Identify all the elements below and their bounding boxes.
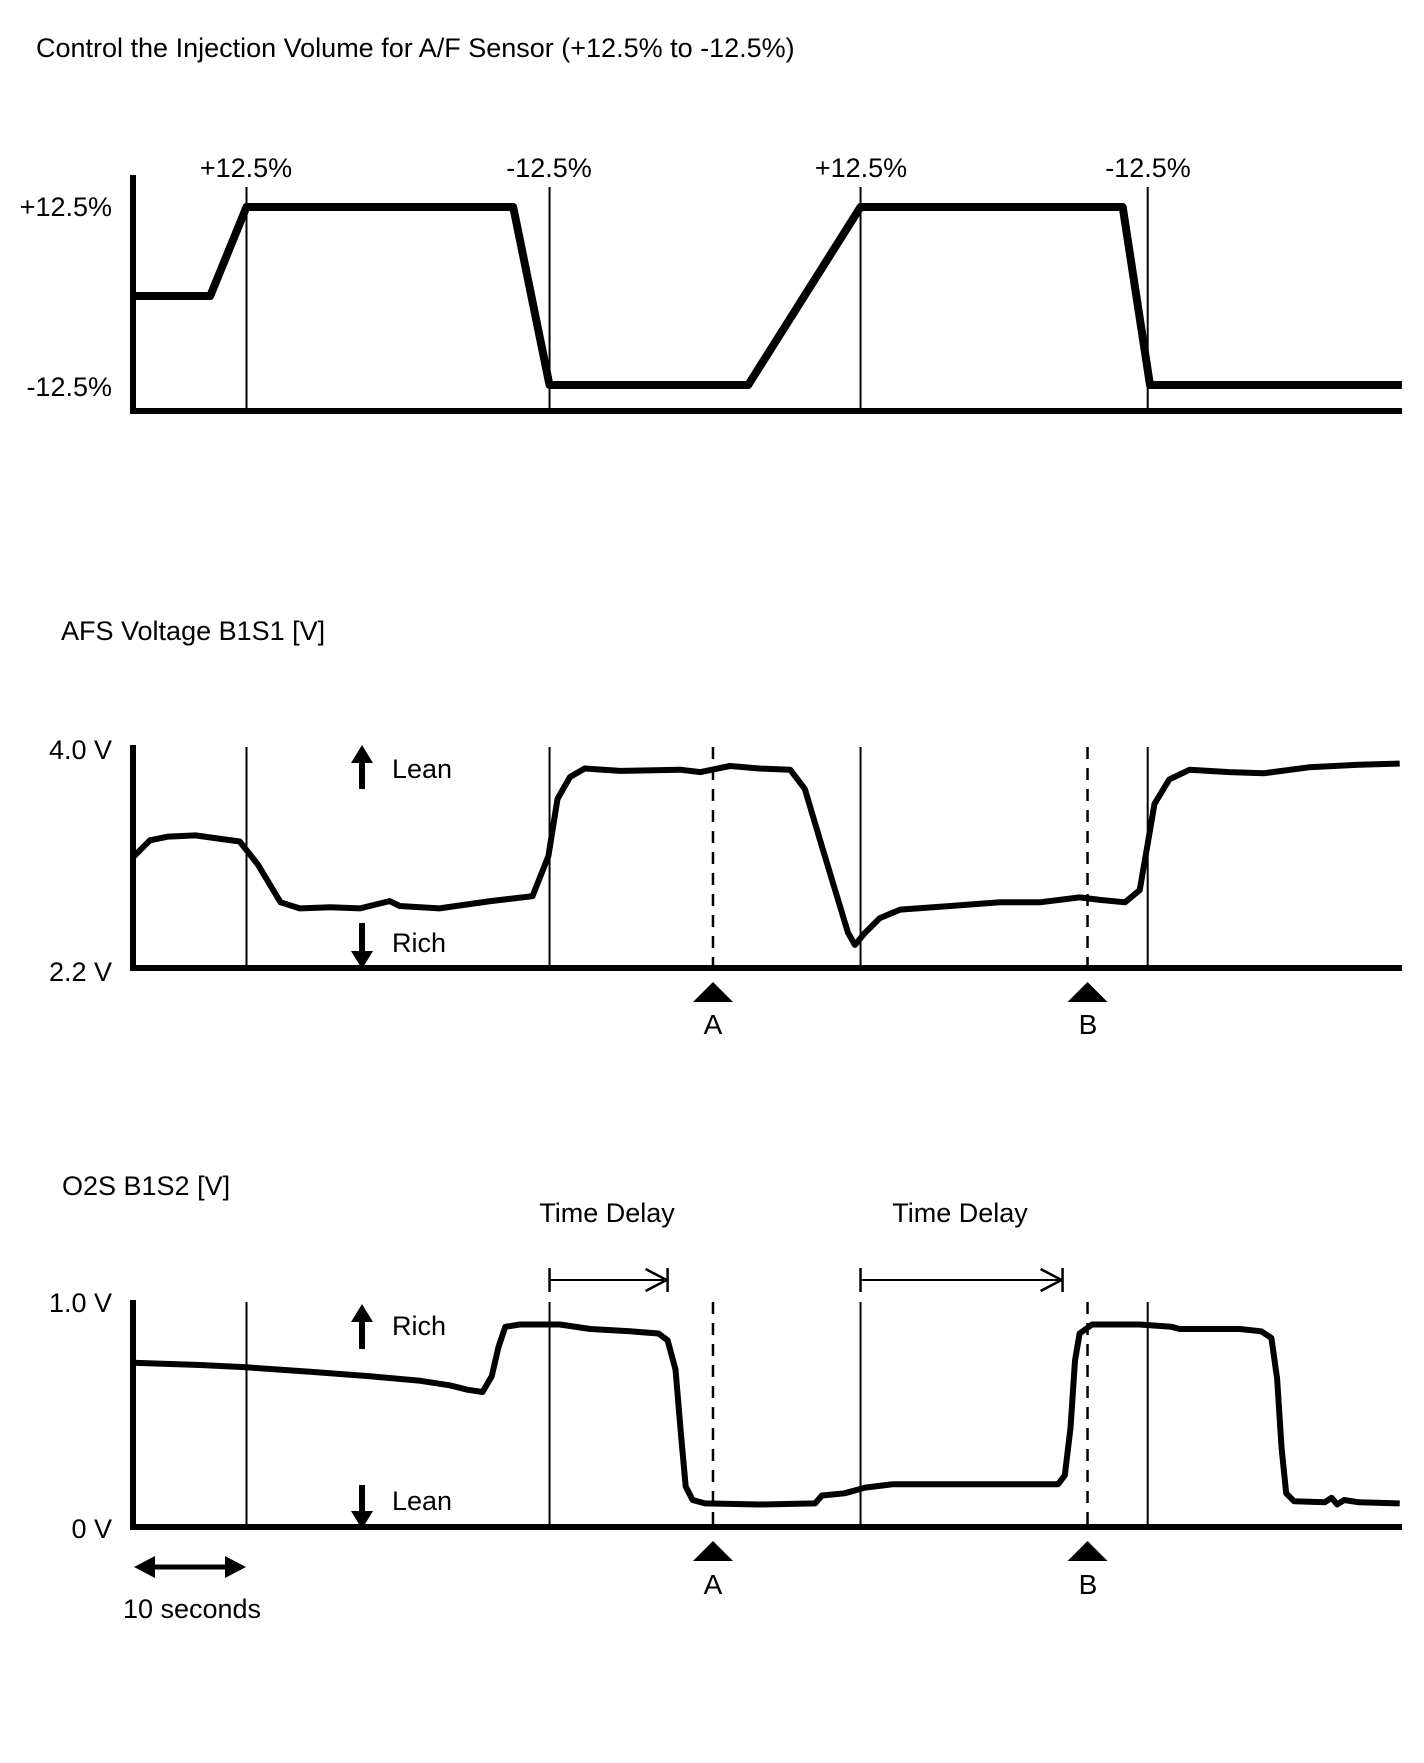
chart1-event-label-3: +12.5% [814, 153, 908, 183]
chart3-cursor-b-label: B [1078, 1569, 1098, 1600]
chart2-lean-annotation: Lean [392, 754, 453, 784]
chart2-rich-annotation: Rich [392, 928, 447, 958]
chart3-time-scale-label: 10 seconds [122, 1594, 262, 1624]
chart3-lean-annotation: Lean [392, 1486, 453, 1516]
chart3-ylabel-top: 1.0 V [48, 1288, 112, 1318]
chart3-rich-annotation: Rich [392, 1311, 447, 1341]
chart3-time-delay-label-1: Time Delay [539, 1198, 675, 1228]
chart2-cursor-a-label: A [703, 1009, 723, 1040]
chart3-time-delay-label-2: Time Delay [892, 1198, 1028, 1228]
chart1-event-label-2: -12.5% [506, 153, 592, 183]
chart2-ylabel-top: 4.0 V [48, 735, 112, 765]
chart2-cursor-b-label: B [1078, 1009, 1098, 1040]
chart1-event-label-1: +12.5% [199, 153, 293, 183]
chart1-event-label-4: -12.5% [1105, 153, 1191, 183]
chart1-ylabel-top: +12.5% [19, 192, 112, 222]
page-title: Control the Injection Volume for A/F Sen… [36, 33, 795, 63]
chart2-title: AFS Voltage B1S1 [V] [61, 616, 326, 646]
chart3-title: O2S B1S2 [V] [62, 1171, 231, 1201]
chart1-ylabel-bottom: -12.5% [26, 372, 112, 402]
chart2-ylabel-bottom: 2.2 V [48, 957, 112, 987]
chart3-ylabel-bottom: 0 V [71, 1514, 112, 1544]
chart3-cursor-a-label: A [703, 1569, 723, 1600]
